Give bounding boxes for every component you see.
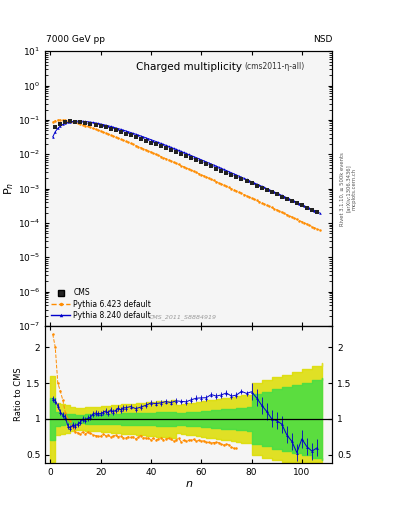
Y-axis label: Rivet 3.1.10, ≥ 500k events
[arXiv:1306.3436]
mcplots.cern.ch: Rivet 3.1.10, ≥ 500k events [arXiv:1306.… [340,152,356,225]
Y-axis label: Ratio to CMS: Ratio to CMS [14,368,23,421]
Legend: CMS, Pythia 6.423 default, Pythia 8.240 default: CMS, Pythia 6.423 default, Pythia 8.240 … [49,286,154,322]
Text: CMS_2011_S8884919: CMS_2011_S8884919 [149,315,217,321]
Text: (cms2011-η-all): (cms2011-η-all) [244,62,305,71]
Text: 7000 GeV pp: 7000 GeV pp [46,34,105,44]
Y-axis label: P$_n$: P$_n$ [3,182,17,195]
Text: Charged multiplicity: Charged multiplicity [136,62,242,72]
Text: NSD: NSD [313,34,332,44]
X-axis label: n: n [185,479,192,488]
